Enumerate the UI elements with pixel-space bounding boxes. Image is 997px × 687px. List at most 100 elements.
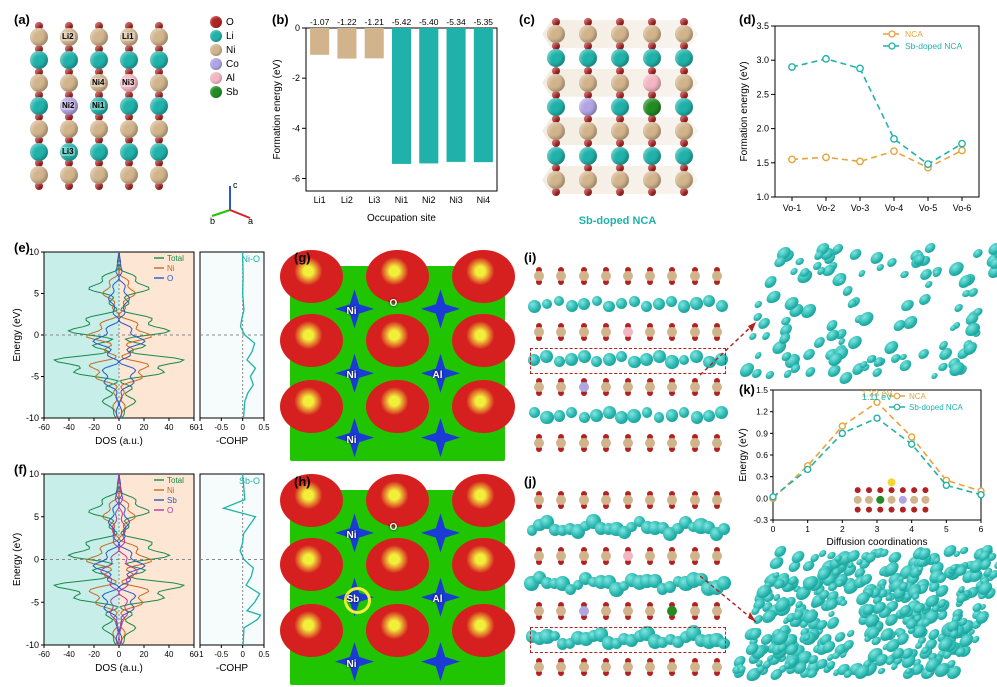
density-cloud-i xyxy=(734,248,997,378)
md-density-i xyxy=(528,262,728,457)
svg-text:Vo-3: Vo-3 xyxy=(851,203,870,213)
svg-text:-60: -60 xyxy=(38,423,50,432)
svg-text:1.11 eV: 1.11 eV xyxy=(862,392,892,402)
legend-row-ni: Ni xyxy=(210,44,262,56)
panel-label-c: (c) xyxy=(519,12,535,27)
svg-text:40: 40 xyxy=(165,650,174,659)
dos-cohp-e: -10-50510Energy (eV)-60-40-200204060DOS … xyxy=(10,238,275,448)
neb-chart-k: -0.30.00.30.60.91.21.50123456Energy (eV)… xyxy=(735,380,987,548)
svg-text:Ni: Ni xyxy=(167,264,175,273)
legend-row-sb: Sb xyxy=(210,86,262,98)
zoom-cloud-i xyxy=(755,248,985,378)
svg-text:Vo-2: Vo-2 xyxy=(817,203,836,213)
svg-text:1.5: 1.5 xyxy=(756,385,768,395)
svg-text:-1.21: -1.21 xyxy=(365,17,385,27)
panel-h: (h) NiSbNiOAl xyxy=(290,472,505,667)
svg-text:1.5: 1.5 xyxy=(756,158,769,168)
svg-text:Formation energy (eV): Formation energy (eV) xyxy=(272,59,283,159)
svg-text:Diffusion coordinations: Diffusion coordinations xyxy=(827,537,928,548)
svg-text:0: 0 xyxy=(117,650,122,659)
svg-text:-1.07: -1.07 xyxy=(310,17,330,27)
panel-c: (c) Sb-doped NCA xyxy=(515,10,720,225)
dos-cohp-f: -10-50510Energy (eV)-60-40-200204060DOS … xyxy=(10,460,275,675)
svg-text:-5.42: -5.42 xyxy=(392,17,412,27)
svg-text:-20: -20 xyxy=(88,423,100,432)
axis-triad-icon: c b a xyxy=(208,180,256,224)
species-legend: O Li Ni Co Al Sb xyxy=(210,16,262,100)
crystal-structure-a: Li2Li1Ni4Ni3Ni1Ni2Li3 xyxy=(24,26,174,186)
svg-text:-10: -10 xyxy=(26,640,39,650)
legend-row-al: Al xyxy=(210,72,262,84)
svg-text:10: 10 xyxy=(29,247,39,257)
svg-text:Ni3: Ni3 xyxy=(449,195,463,205)
svg-text:40: 40 xyxy=(165,423,174,432)
panel-b: (b) 0-2-4-6Formation energy (eV)-1.07Li1… xyxy=(268,10,503,225)
svg-text:-6: -6 xyxy=(292,173,300,183)
svg-text:-5.34: -5.34 xyxy=(446,17,466,27)
svg-text:-40: -40 xyxy=(63,423,75,432)
panel-g: (g) NiNiNiOAl xyxy=(290,248,505,443)
svg-text:Energy (eV): Energy (eV) xyxy=(738,428,749,481)
svg-text:-20: -20 xyxy=(88,650,100,659)
svg-text:Ni-O: Ni-O xyxy=(242,254,261,264)
panel-label-e: (e) xyxy=(14,240,30,255)
svg-text:b: b xyxy=(210,216,215,224)
panel-i: (i) xyxy=(520,248,720,443)
svg-text:Li2: Li2 xyxy=(341,195,353,205)
svg-text:-60: -60 xyxy=(38,650,50,659)
svg-text:DOS (a.u.): DOS (a.u.) xyxy=(95,663,143,674)
panel-k: (k) -0.30.00.30.60.91.21.50123456Energy … xyxy=(735,380,987,548)
svg-text:-1: -1 xyxy=(196,423,204,432)
svg-text:Occupation site: Occupation site xyxy=(367,213,436,224)
svg-text:Li1: Li1 xyxy=(314,195,326,205)
svg-text:0: 0 xyxy=(240,423,245,432)
svg-text:-0.5: -0.5 xyxy=(214,423,228,432)
panel-label-k: (k) xyxy=(739,382,755,397)
svg-text:NCA: NCA xyxy=(905,29,923,39)
svg-text:Energy (eV): Energy (eV) xyxy=(12,308,23,361)
legend-row-o: O xyxy=(210,16,262,28)
panel-label-h: (h) xyxy=(294,474,311,489)
svg-text:2.5: 2.5 xyxy=(756,89,769,99)
svg-text:Ni1: Ni1 xyxy=(395,195,409,205)
svg-text:0: 0 xyxy=(117,423,122,432)
svg-text:Vo-6: Vo-6 xyxy=(953,203,972,213)
svg-text:5: 5 xyxy=(944,524,949,534)
svg-text:4: 4 xyxy=(909,524,914,534)
svg-text:O: O xyxy=(167,506,173,515)
panel-a: (a) Li2Li1Ni4Ni3Ni1Ni2Li3 OLiNiCoAlSb c … xyxy=(10,10,205,225)
svg-text:0.0: 0.0 xyxy=(756,493,768,503)
svg-text:6: 6 xyxy=(979,524,984,534)
svg-text:1.0: 1.0 xyxy=(756,192,769,202)
svg-text:-10: -10 xyxy=(26,413,39,423)
svg-text:20: 20 xyxy=(140,423,149,432)
svg-text:-0.5: -0.5 xyxy=(214,650,228,659)
svg-text:Energy (eV): Energy (eV) xyxy=(12,533,23,586)
svg-text:-40: -40 xyxy=(63,650,75,659)
svg-text:-COHP: -COHP xyxy=(216,436,249,447)
svg-text:DOS (a.u.): DOS (a.u.) xyxy=(95,436,143,447)
svg-text:Ni: Ni xyxy=(167,486,175,495)
svg-text:Sb-doped NCA: Sb-doped NCA xyxy=(905,41,963,51)
svg-text:Vo-5: Vo-5 xyxy=(919,203,938,213)
svg-text:-2: -2 xyxy=(292,73,300,83)
legend-row-co: Co xyxy=(210,58,262,70)
svg-text:O: O xyxy=(167,274,173,283)
svg-text:Ni2: Ni2 xyxy=(422,195,436,205)
svg-text:NCA: NCA xyxy=(909,392,927,401)
legend-row-li: Li xyxy=(210,30,262,42)
svg-text:Vo-1: Vo-1 xyxy=(783,203,802,213)
svg-text:0: 0 xyxy=(295,23,300,33)
panel-label-d: (d) xyxy=(739,12,756,27)
svg-text:0: 0 xyxy=(34,555,39,565)
panel-label-j: (j) xyxy=(524,474,536,489)
svg-text:-1: -1 xyxy=(196,650,204,659)
svg-text:3.5: 3.5 xyxy=(756,21,769,31)
svg-text:0.5: 0.5 xyxy=(258,650,270,659)
zoom-cloud-j xyxy=(755,550,985,675)
svg-text:Total: Total xyxy=(167,254,184,263)
svg-text:Li3: Li3 xyxy=(368,195,380,205)
svg-text:Formation energy (eV): Formation energy (eV) xyxy=(739,61,750,161)
svg-text:0: 0 xyxy=(771,524,776,534)
bar-chart-b: 0-2-4-6Formation energy (eV)-1.07Li1-1.2… xyxy=(268,10,503,225)
